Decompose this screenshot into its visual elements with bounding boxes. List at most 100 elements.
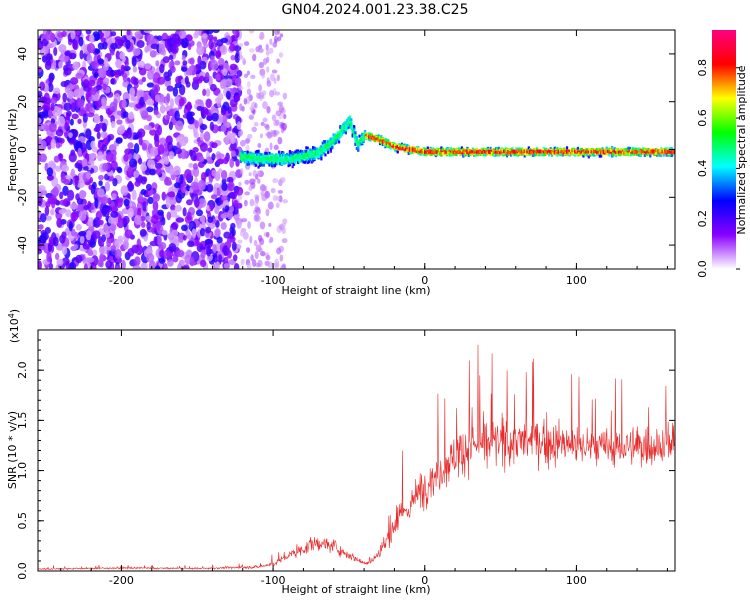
spectrogram-cell	[647, 148, 651, 152]
spectrogram-cell	[273, 164, 277, 168]
spectrogram-cell	[601, 152, 604, 156]
spectrogram-cell	[593, 153, 596, 157]
spectrogram-cell	[273, 160, 277, 164]
spectrogram-cell	[41, 38, 49, 47]
spectrogram-cell	[357, 144, 360, 148]
spectrogram-cell	[74, 162, 80, 169]
spectrogram-cell	[591, 151, 595, 155]
spectrogram-cell	[78, 190, 87, 199]
spectrogram-cell	[98, 122, 105, 129]
spectrogram-cell	[310, 148, 313, 152]
spectrogram-cell	[191, 228, 197, 239]
spectrogram-cell	[355, 141, 358, 145]
spectrogram-cell	[215, 50, 222, 60]
spectrogram-cell	[272, 154, 275, 158]
spectrogram-cell	[418, 150, 421, 154]
spectrogram-cell	[154, 94, 160, 103]
spectrogram-cell	[236, 69, 243, 77]
spectrogram-cell	[343, 121, 346, 125]
spectrogram-cell	[429, 149, 432, 153]
spectrogram-cell	[238, 189, 243, 196]
spectrogram-cell	[48, 195, 57, 204]
spectrogram-cell	[440, 146, 443, 150]
spectrogram-cell	[57, 116, 66, 127]
spectrogram-cell	[227, 181, 235, 192]
spectrogram-cell	[277, 157, 281, 161]
spectrogram-cell	[110, 42, 118, 50]
spectrogram-cell	[519, 147, 522, 151]
spectrogram-cell	[229, 43, 236, 52]
spectrogram-cell	[158, 258, 166, 264]
spectrogram-cell	[101, 96, 107, 107]
spectrogram-cell	[646, 150, 649, 154]
spectrogram-cell	[247, 221, 251, 229]
spectrogram-cell	[458, 148, 461, 152]
spectrogram-cell	[514, 152, 517, 156]
spectrogram-cell	[515, 147, 518, 151]
spectrogram-cell	[173, 165, 181, 176]
spectrogram-cell	[70, 77, 79, 85]
spectrogram-cell	[303, 154, 307, 158]
spectrogram-cell	[207, 34, 214, 41]
spectrogram-cell	[321, 145, 324, 149]
spectrogram-cell	[639, 152, 642, 156]
spectrogram-cell	[252, 157, 255, 161]
spectrogram-cell	[377, 139, 380, 143]
spectrogram-cell	[255, 46, 260, 53]
spectrogram-cell	[538, 150, 541, 154]
spectrogram-cell	[265, 191, 269, 198]
spectrogram-cell	[221, 195, 228, 201]
spectrogram-cell	[101, 144, 107, 152]
spectrogram-cell	[259, 221, 266, 230]
spectrogram-cell	[276, 159, 279, 163]
spectrogram-cell	[100, 131, 108, 139]
spectrogram-cell	[458, 149, 461, 153]
spectrogram-cell	[179, 174, 184, 185]
spectrogram-cell	[310, 150, 313, 154]
spectrogram-cell	[239, 157, 242, 161]
spectrogram-cell	[159, 249, 165, 258]
spectrogram-cell	[162, 56, 170, 64]
spectrogram-cell	[496, 148, 499, 152]
spectrogram-cell	[268, 160, 271, 164]
spectrogram-cell	[245, 160, 248, 164]
spectrogram-cell	[116, 167, 123, 174]
spectrogram-cell	[523, 150, 526, 154]
spectrogram-cell	[268, 163, 271, 167]
spectrogram-cell	[310, 155, 313, 159]
spectrogram-cell	[82, 243, 90, 250]
spectrogram-cell	[55, 142, 61, 149]
spectrogram-cell	[479, 152, 483, 156]
spectrogram-cell	[38, 117, 42, 124]
spectrogram-cell	[230, 150, 237, 157]
spectrogram-cell	[280, 222, 287, 227]
spectrogram-cell	[336, 138, 339, 142]
spectrogram-cell	[278, 52, 284, 58]
spectrogram-cell	[230, 54, 236, 61]
spectrogram-cell	[247, 159, 251, 163]
spectrogram-cell	[297, 156, 300, 160]
spectrogram-cell	[574, 150, 577, 154]
spectrogram-cell	[455, 152, 458, 156]
spectrogram-cell	[374, 134, 378, 138]
spectrogram-cell	[175, 217, 185, 223]
spectrogram-cell	[38, 105, 43, 112]
spectrogram-cell	[639, 149, 642, 153]
spectrogram-cell	[245, 138, 250, 145]
spectrogram-cell	[157, 144, 165, 155]
spectrogram-cell	[199, 227, 206, 237]
spectrogram-cell	[389, 142, 393, 146]
spectrogram-cell	[39, 81, 45, 91]
spectrogram-cell	[295, 154, 298, 158]
spectrogram-cell	[214, 171, 221, 182]
spectrogram-cell	[106, 238, 112, 248]
spectrogram-cell	[471, 149, 474, 153]
spectrogram-cell	[155, 222, 161, 231]
spectrogram-cell	[540, 152, 543, 156]
spectrogram-cell	[426, 151, 429, 155]
spectrogram-cell	[359, 137, 363, 141]
spectrogram-cell	[388, 142, 391, 146]
spectrogram-cell	[494, 148, 498, 152]
spectrogram-cell	[128, 158, 138, 168]
